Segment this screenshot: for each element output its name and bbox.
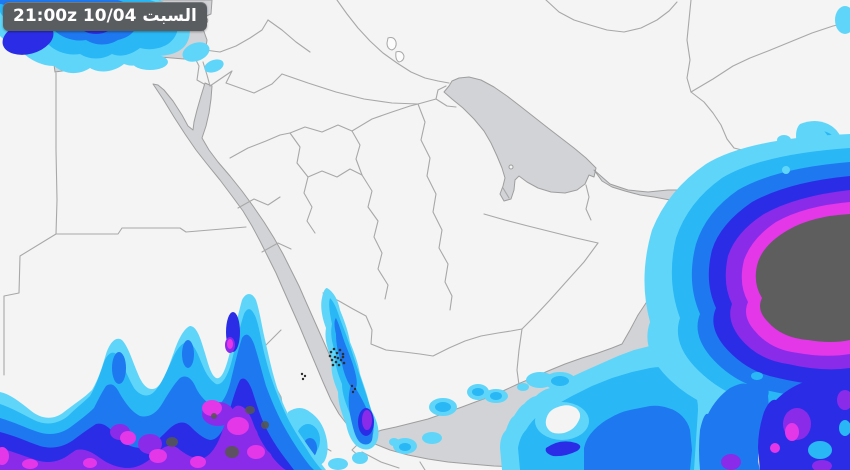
iraq-lake [395,51,405,63]
bahrain-island [508,164,514,170]
arabian-sea-rain-field [328,344,716,470]
rain-patchwork-southeast [699,372,850,470]
timestamp-badge: 21:00z 10/04 السبت [3,2,207,31]
red-sea-coastal-band [260,288,457,450]
cyclone-east [644,126,850,427]
speckle-markers [300,347,357,394]
iraq-lake [386,37,397,51]
red-sea [152,82,368,439]
monsoon-field-southwest [0,294,326,470]
storm-core [755,214,850,342]
timestamp-text: 21:00z 10/04 السبت [13,6,197,26]
persian-gulf [443,76,597,202]
socotra-island [545,405,581,434]
